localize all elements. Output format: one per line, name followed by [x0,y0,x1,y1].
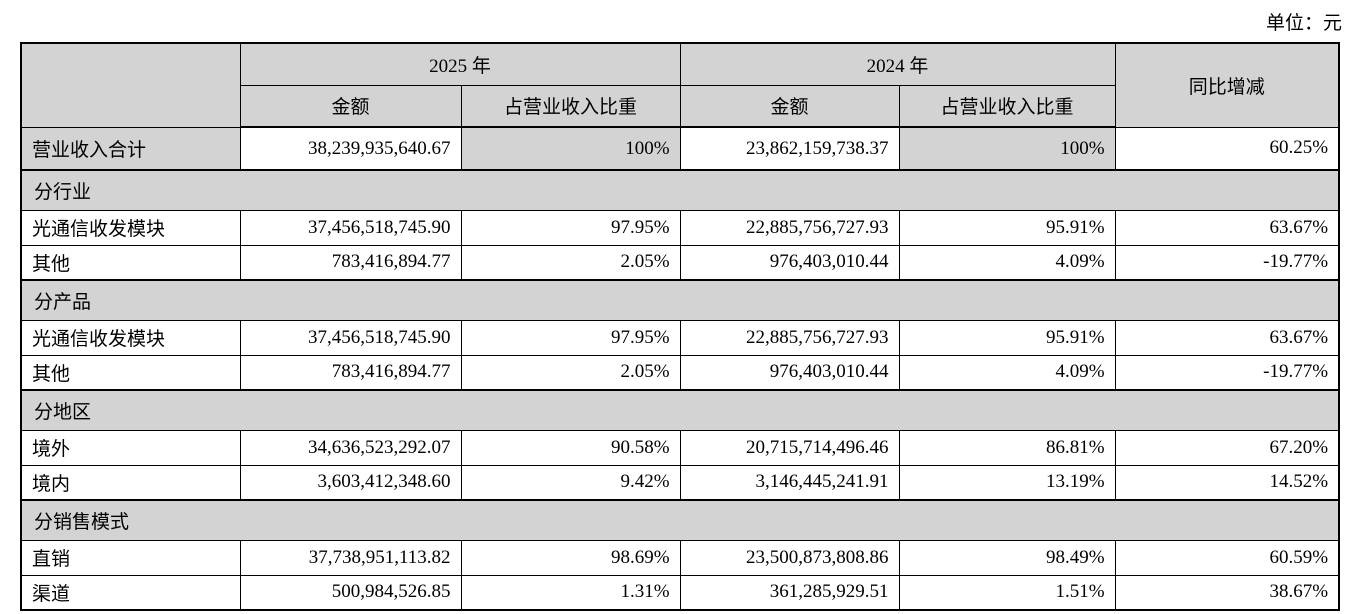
share-2025: 97.95% [460,319,681,356]
amount-2024: 20,715,714,496.46 [679,429,900,466]
row-label: 光通信收发模块 [20,209,241,246]
amount-2024: 23,862,159,738.37 [679,126,900,171]
year-2025-header: 2025 年 [239,42,681,86]
amount-2025: 38,239,935,640.67 [239,126,462,171]
amount-2024-header: 金额 [679,84,900,128]
revenue-breakdown-table: 2025 年 2024 年 同比增减 金额 占营业收入比重 金额 占营业收入比重… [20,42,1341,611]
amount-2024: 22,885,756,727.93 [679,319,900,356]
amount-2025-header: 金额 [239,84,462,128]
section-label: 分行业 [20,169,1340,211]
share-2025: 90.58% [460,429,681,466]
share-2024: 100% [898,126,1116,171]
yoy-change: 38.67% [1114,574,1340,611]
amount-2024: 22,885,756,727.93 [679,209,900,246]
share-2024: 13.19% [898,464,1116,501]
amount-2025: 500,984,526.85 [239,574,462,611]
table-row: 光通信收发模块 37,456,518,745.90 97.95% 22,885,756… [20,319,1340,356]
share-2025-header: 占营业收入比重 [460,84,681,128]
yoy-change: 63.67% [1114,209,1340,246]
table-row: 渠道 500,984,526.85 1.31% 361,285,929.51 1.51%… [20,574,1340,611]
section-label: 分产品 [20,279,1340,321]
yoy-change: -19.77% [1114,354,1340,391]
table-row: 光通信收发模块 37,456,518,745.90 97.95% 22,885,756… [20,209,1340,246]
amount-2025: 3,603,412,348.60 [239,464,462,501]
share-2025: 9.42% [460,464,681,501]
share-2024-header: 占营业收入比重 [898,84,1116,128]
yoy-change: -19.77% [1114,244,1340,281]
share-2025: 97.95% [460,209,681,246]
share-2024: 4.09% [898,354,1116,391]
section-row: 分行业 [20,169,1340,211]
share-2024: 98.49% [898,539,1116,576]
amount-2024: 976,403,010.44 [679,354,900,391]
amount-2025: 34,636,523,292.07 [239,429,462,466]
amount-2025: 37,456,518,745.90 [239,209,462,246]
table-row: 其他 783,416,894.77 2.05% 976,403,010.44 4.09%… [20,354,1340,391]
amount-2025: 37,738,951,113.82 [239,539,462,576]
yoy-change: 67.20% [1114,429,1340,466]
section-row: 分地区 [20,389,1340,431]
share-2024: 95.91% [898,319,1116,356]
yoy-change: 14.52% [1114,464,1340,501]
share-2024: 95.91% [898,209,1116,246]
header-row-years: 2025 年 2024 年 同比增减 [20,42,1340,128]
yoy-change: 60.25% [1114,126,1340,171]
yoy-change: 63.67% [1114,319,1340,356]
amount-2024: 3,146,445,241.91 [679,464,900,501]
unit-label: 单位：元 [1265,13,1342,34]
row-label: 境内 [20,464,241,501]
table-row: 其他 783,416,894.77 2.05% 976,403,010.44 4.09%… [20,244,1340,281]
year-2024-header: 2024 年 [679,42,1116,86]
share-2025: 2.05% [460,244,681,281]
share-2024: 86.81% [898,429,1116,466]
share-2025: 100% [460,126,681,171]
yoy-change: 60.59% [1114,539,1340,576]
section-row: 分销售模式 [20,499,1340,541]
yoy-header: 同比增减 [1114,42,1340,128]
share-2025: 98.69% [460,539,681,576]
share-2024: 1.51% [898,574,1116,611]
table-row: 直销 37,738,951,113.82 98.69% 23,500,873,808.… [20,539,1340,576]
row-label: 营业收入合计 [20,126,241,171]
share-2025: 1.31% [460,574,681,611]
amount-2024: 23,500,873,808.86 [679,539,900,576]
table-row: 境内 3,603,412,348.60 9.42% 3,146,445,241.91 1… [20,464,1340,501]
amount-2024: 976,403,010.44 [679,244,900,281]
row-label: 渠道 [20,574,241,611]
amount-2025: 783,416,894.77 [239,354,462,391]
corner-cell [20,42,241,128]
row-label: 直销 [20,539,241,576]
row-label: 光通信收发模块 [20,319,241,356]
section-label: 分地区 [20,389,1340,431]
amount-2024: 361,285,929.51 [679,574,900,611]
amount-2025: 37,456,518,745.90 [239,319,462,356]
share-2025: 2.05% [460,354,681,391]
section-label: 分销售模式 [20,499,1340,541]
table-body: 营业收入合计 38,239,935,640.67 100% 23,862,159,73… [20,126,1340,611]
share-2024: 4.09% [898,244,1116,281]
row-label: 其他 [20,354,241,391]
amount-2025: 783,416,894.77 [239,244,462,281]
row-label: 境外 [20,429,241,466]
table-row: 境外 34,636,523,292.07 90.58% 20,715,714,496.… [20,429,1340,466]
table-row: 营业收入合计 38,239,935,640.67 100% 23,862,159,73… [20,126,1340,171]
header-row-metrics: 金额 占营业收入比重 金额 占营业收入比重 [21,84,1339,128]
row-label: 其他 [20,244,241,281]
section-row: 分产品 [20,279,1340,321]
